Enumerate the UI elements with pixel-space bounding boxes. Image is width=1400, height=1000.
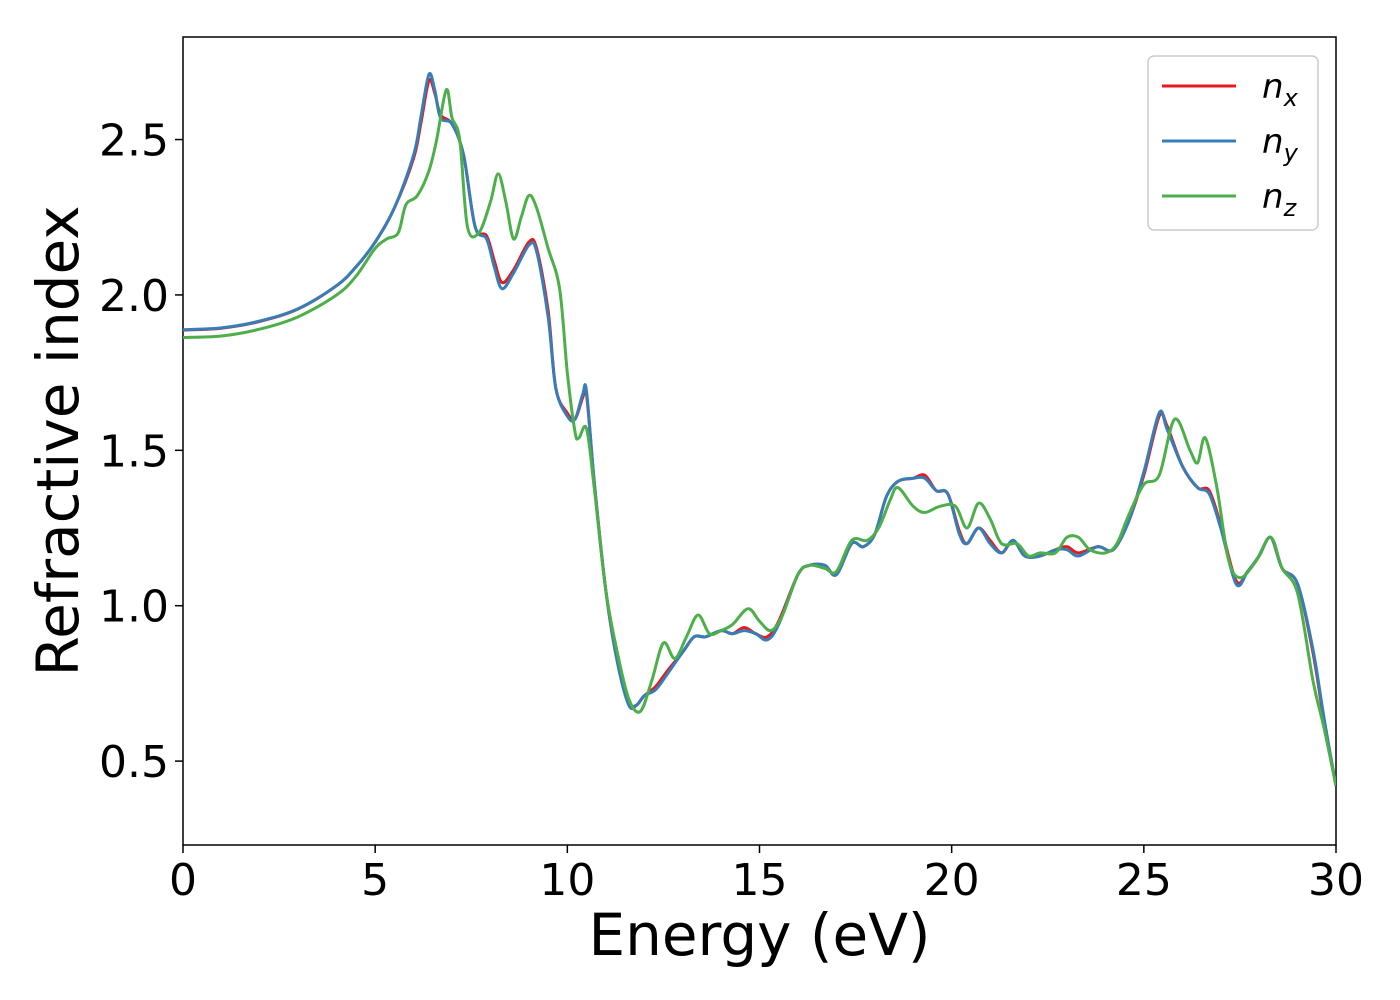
x-tick-label: 10 <box>539 855 595 906</box>
legend-box <box>1147 55 1319 231</box>
x-tick-label: 5 <box>361 855 389 906</box>
x-tick-label: 20 <box>924 855 980 906</box>
y-tick-label: 1.5 <box>99 426 169 477</box>
x-axis-title: Energy (eV) <box>588 901 930 969</box>
series-line-nz <box>183 88 1336 787</box>
x-tick-label: 25 <box>1116 855 1172 906</box>
legend-label-nz: nz <box>1262 177 1298 222</box>
y-tick-label: 2.5 <box>99 116 169 167</box>
y-axis-title: Refractive index <box>24 205 92 676</box>
x-tick-label: 0 <box>169 855 197 906</box>
legend-label-ny: ny <box>1262 122 1299 167</box>
series-line-ny <box>183 71 1336 787</box>
y-tick-label: 1.0 <box>99 582 169 633</box>
y-tick-label: 2.0 <box>99 271 169 322</box>
legend: nx ny nz <box>1147 55 1319 231</box>
x-tick-label: 30 <box>1308 855 1364 906</box>
series-layer <box>183 71 1336 787</box>
x-tick-label: 15 <box>732 855 788 906</box>
y-axis-ticks: 0.5 1.0 1.5 2.0 2.5 <box>99 116 183 788</box>
x-axis-ticks: 0 5 10 15 20 25 30 <box>169 845 1364 906</box>
y-tick-label: 0.5 <box>99 737 169 788</box>
legend-label-nx: nx <box>1262 67 1299 112</box>
